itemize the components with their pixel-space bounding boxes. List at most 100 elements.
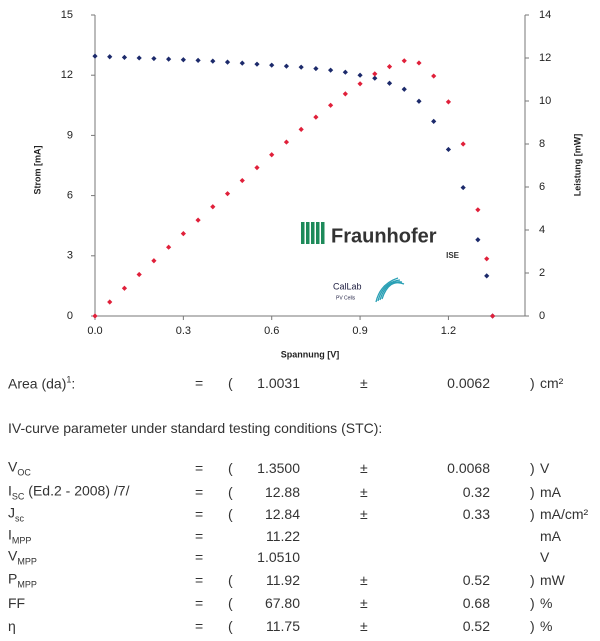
data-point [313,114,319,120]
data-point [460,184,466,191]
y2-tick-label: 8 [539,138,545,150]
area-label: Area (da)1: [8,375,75,392]
equals: = [195,572,204,588]
data-point [151,258,157,264]
y-axis-label: Strom [mA] [32,145,42,194]
value: 1.3500 [257,460,300,476]
data-point [416,98,422,104]
data-point [121,285,128,291]
callab-arc [375,277,399,303]
data-point [92,313,98,319]
value: 12.84 [264,506,300,522]
x-tick-label: 0.6 [264,325,279,337]
paren-close: ) [530,484,535,500]
data-point [416,60,422,66]
data-point [460,141,466,147]
x-axis-label: Spannung [V] [281,349,340,359]
x-tick-label: 1.2 [441,325,456,337]
data-point [254,61,260,67]
equals: = [195,528,204,544]
symbol: VMPP [8,548,37,567]
plus-minus: ± [360,375,368,391]
equals: = [195,549,204,565]
y2-tick-label: 0 [539,310,545,322]
data-point [269,62,275,68]
symbol-suffix: (Ed.2 - 2008) /7/ [24,482,130,499]
data-point [490,313,496,319]
data-point [166,56,172,62]
symbol: ISC (Ed.2 - 2008) /7/ [8,483,129,502]
data-point [239,177,245,184]
symbol-sub: SC [11,491,25,502]
logo-bar [311,222,315,244]
symbol-main: I [8,482,12,499]
paren-close: ) [530,572,535,588]
data-point [107,54,113,60]
symbol-sub: MPP [17,556,37,567]
area-colon: : [71,375,76,392]
data-point [372,71,378,77]
symbol-main: FF [8,595,26,611]
paren-open: ( [228,506,233,522]
data-point [386,64,393,70]
unit: V [540,549,550,565]
callab-sub: PV Cells [336,295,356,301]
plus-minus: ± [360,595,368,611]
data-point [195,57,201,63]
y2-tick-label: 2 [539,267,545,279]
data-point [401,86,407,92]
data-point [151,55,157,62]
data-point [283,63,290,69]
symbol-sub: sc [15,513,24,524]
symbol: η [8,618,16,634]
y2-tick-label: 4 [539,224,545,236]
symbol-sub: MPP [11,535,32,546]
symbol: FF [8,595,25,611]
plus-minus: ± [360,618,368,634]
value: 67.80 [264,595,300,611]
paren-open: ( [228,460,233,476]
data-point [431,73,437,79]
symbol-main: V [8,547,18,564]
data-point [107,299,113,305]
paren-close: ) [530,375,535,391]
logo-bar [301,222,305,244]
logo-bar [306,222,310,244]
unit: % [540,595,553,611]
data-point [484,256,490,262]
y-tick-label: 0 [67,310,73,322]
uncertainty: 0.68 [462,595,490,611]
logo-bar [316,222,320,244]
data-point [224,59,231,65]
y-tick-label: 9 [67,129,73,141]
symbol-main: η [8,618,16,634]
area-footnote: 1 [66,374,72,385]
symbol-main: V [8,458,18,475]
symbol-sub: OC [17,467,31,478]
y-tick-label: 12 [61,69,73,81]
data-point [431,118,437,124]
data-point [210,58,216,64]
y-tick-label: 6 [67,190,73,202]
symbol-main: J [8,504,15,521]
data-point [210,204,216,210]
data-point [386,80,393,86]
data-point [298,126,304,132]
paren-open: ( [228,595,233,611]
callab-arc [379,281,403,301]
unit: % [540,618,553,634]
data-point [475,207,481,213]
symbol: IMPP [8,527,31,546]
logo-name: Fraunhofer [331,225,437,247]
callab-arc [377,279,401,302]
data-point [342,91,348,97]
data-point [180,57,186,63]
equals: = [195,460,204,476]
uncertainty: 0.33 [462,506,490,522]
paren-open: ( [228,484,233,500]
chart: 0.0 0.3 0.6 0.9 1.2 0 3 6 9 12 15 0 2 4 6 8 10 12 14 Spannu… [32,9,582,359]
callab-arc [381,282,405,300]
data-point [239,60,245,66]
equals: = [195,375,204,391]
data-point [283,139,290,145]
